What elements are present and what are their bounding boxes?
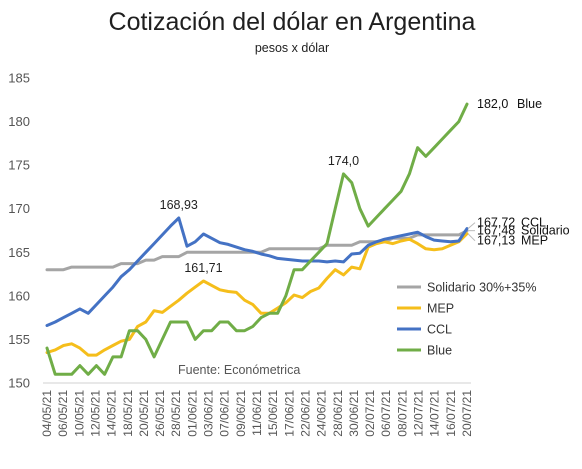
end-label-name: Solidario <box>521 224 570 238</box>
end-label-name: Blue <box>517 97 542 111</box>
legend-label: CCL <box>427 323 452 337</box>
x-tick-label: 03/06/21 <box>202 390 216 437</box>
x-tick-label: 06/07/21 <box>379 390 393 437</box>
end-label-name: MEP <box>521 234 548 248</box>
end-label-value: 182,0 <box>477 97 508 111</box>
chart-title: Cotización del dólar en Argentina <box>109 8 476 36</box>
x-tick-label: 01/06/21 <box>185 390 199 437</box>
legend-label: Solidario 30%+35% <box>427 281 536 295</box>
x-tick-label: 15/06/21 <box>266 390 280 437</box>
x-tick-label: 26/05/21 <box>153 390 167 437</box>
x-tick-label: 09/06/21 <box>234 390 248 437</box>
source-note: Fuente: Económetrica <box>178 363 300 377</box>
x-tick-label: 06/05/21 <box>56 390 70 437</box>
x-tick-label: 18/05/21 <box>121 390 135 437</box>
end-label-leader <box>467 233 476 242</box>
peak-annotation: 174,0 <box>328 154 359 168</box>
y-axis: 150 155 160 165 170 175 180 185 <box>8 71 30 391</box>
x-tick-label: 10/05/21 <box>72 390 86 437</box>
end-label-value: 167,13 <box>477 234 515 248</box>
end-label-value: 167,48 <box>477 224 515 238</box>
series-line-ccl <box>45 216 469 327</box>
x-axis: 04/05/21 06/05/21 10/05/21 12/05/21 14/05/21… <box>40 390 474 437</box>
x-tick-label: 20/07/21 <box>460 390 474 437</box>
peak-annotation: 161,71 <box>184 261 222 275</box>
y-tick-label: 155 <box>8 332 30 347</box>
chart-subtitle: pesos x dólar <box>255 41 329 55</box>
x-tick-label: 24/06/21 <box>315 390 329 437</box>
y-tick-label: 185 <box>8 71 30 86</box>
x-tick-label: 14/05/21 <box>105 390 119 437</box>
legend-label: MEP <box>427 302 454 316</box>
x-tick-label: 16/07/21 <box>444 390 458 437</box>
y-tick-label: 165 <box>8 245 30 260</box>
x-tick-label: 02/07/21 <box>363 390 377 437</box>
end-label-name: CCL <box>521 216 546 230</box>
x-tick-label: 30/06/21 <box>347 390 361 437</box>
y-tick-label: 180 <box>8 114 30 129</box>
y-tick-label: 170 <box>8 201 30 216</box>
x-tick-label: 12/05/21 <box>88 390 102 437</box>
x-tick-label: 28/06/21 <box>331 390 345 437</box>
series-line-mep <box>45 232 469 357</box>
y-tick-label: 175 <box>8 158 30 173</box>
y-tick-label: 150 <box>8 376 30 391</box>
end-label-leader <box>467 222 476 229</box>
x-tick-label: 17/06/21 <box>282 390 296 437</box>
x-tick-label: 20/05/21 <box>137 390 151 437</box>
x-tick-label: 08/07/21 <box>395 390 409 437</box>
x-tick-label: 07/06/21 <box>218 390 232 437</box>
end-label-value: 167,72 <box>477 216 515 230</box>
x-tick-label: 28/05/21 <box>169 390 183 437</box>
legend-label: Blue <box>427 344 452 358</box>
annotations: 168,93 161,71 174,0 <box>160 154 360 275</box>
x-tick-label: 14/07/21 <box>428 390 442 437</box>
x-tick-label: 11/06/21 <box>250 390 264 436</box>
x-tick-label: 22/06/21 <box>298 390 312 437</box>
x-tick-label: 12/07/21 <box>412 390 426 437</box>
legend: Solidario 30%+35% MEP CCL Blue <box>397 281 536 358</box>
series-line-blue <box>45 102 469 376</box>
y-tick-label: 160 <box>8 288 30 303</box>
x-tick-label: 04/05/21 <box>40 390 54 437</box>
end-labels: 182,0 Blue 167,72 CCL 167,48 Solidario 167,13 M… <box>467 97 570 248</box>
peak-annotation: 168,93 <box>160 198 198 212</box>
plot-area <box>45 102 469 376</box>
